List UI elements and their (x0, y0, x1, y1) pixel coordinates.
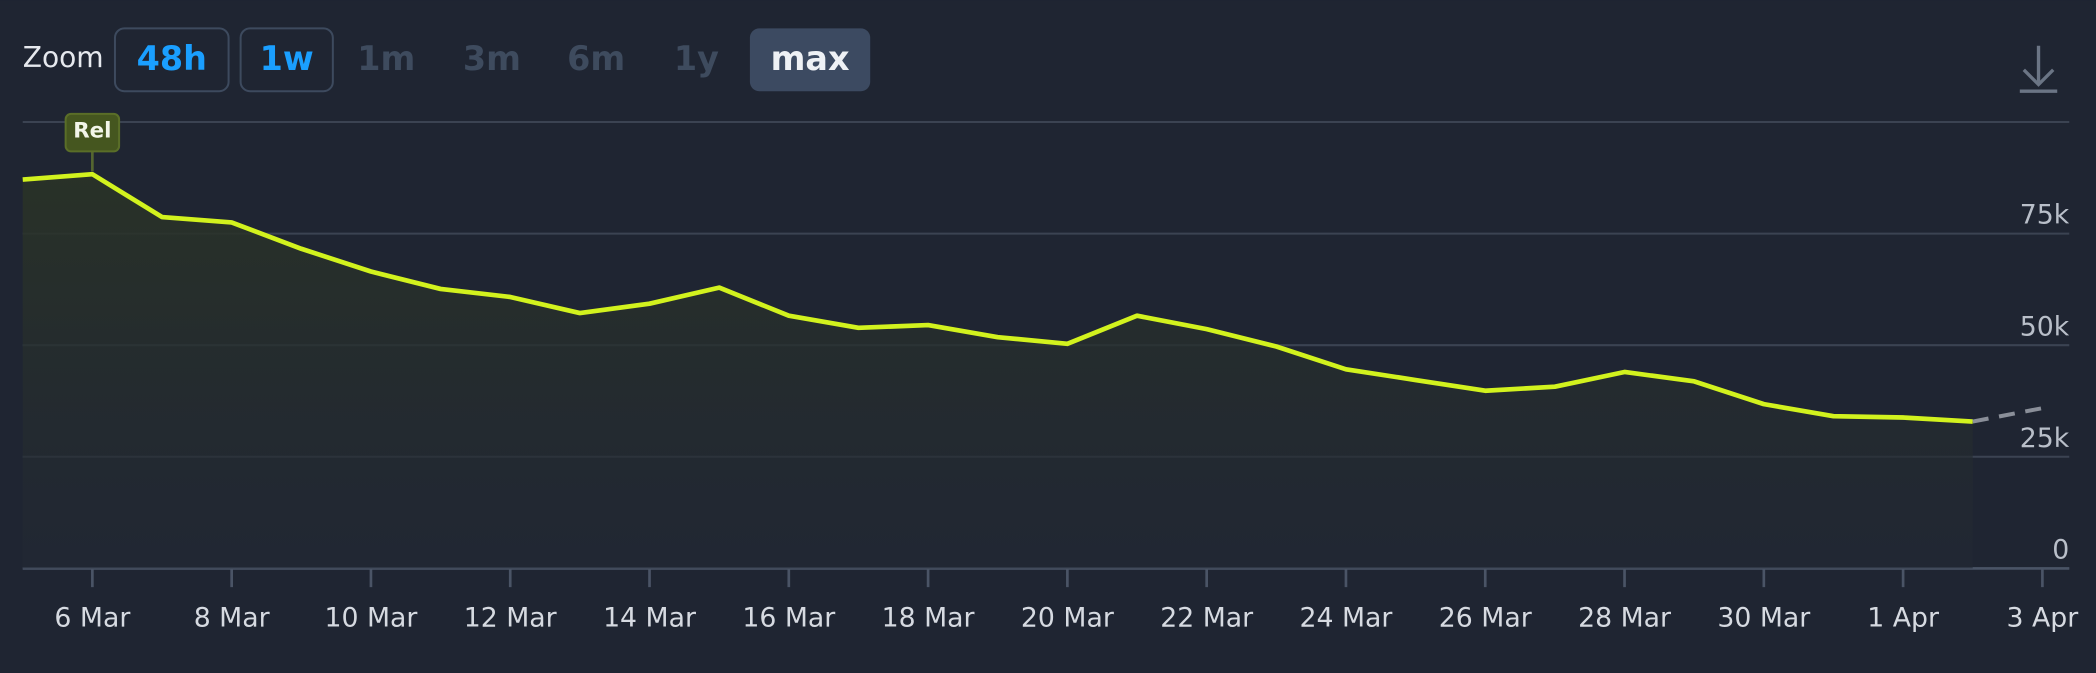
x-tick-label: 16 Mar (742, 603, 835, 634)
x-tick-label: 12 Mar (464, 603, 557, 634)
zoom-toolbar: Zoom 48h 1w 1m 3m 6m 1y max (23, 27, 871, 93)
zoom-button-label: 6m (567, 39, 625, 78)
y-tick-label: 75k (2020, 200, 2070, 231)
zoom-button[interactable]: 1m (357, 39, 415, 78)
area (22, 174, 1973, 569)
zoom-button[interactable]: 3m (463, 39, 521, 78)
zoom-button[interactable]: 6m (567, 39, 625, 78)
zoom-button-label: 1y (674, 39, 719, 78)
zoom-button-label: 1m (357, 39, 415, 78)
x-tick-label: 28 Mar (1578, 603, 1671, 634)
x-tick-label: 14 Mar (603, 603, 696, 634)
zoom-button[interactable]: 1y (674, 39, 719, 78)
annotation: Rel (64, 112, 121, 172)
projection-line (1972, 406, 2043, 424)
zoom-button-label: 48h (137, 39, 207, 78)
annotation-box (64, 112, 121, 153)
x-tick-label: 10 Mar (324, 603, 417, 634)
x-tick-label: 22 Mar (1160, 603, 1253, 634)
y-tick-label: 50k (2020, 311, 2070, 342)
zoom-label: Zoom (23, 41, 104, 74)
zoom-button-label: 1w (260, 39, 314, 78)
y-tick-label: 0 (2052, 535, 2069, 566)
zoom-button-frame (239, 27, 334, 93)
x-tick-label: 6 Mar (54, 603, 130, 634)
zoom-button[interactable]: max (749, 28, 871, 92)
download-icon[interactable] (2019, 45, 2058, 93)
zoom-button[interactable]: 48h (113, 27, 230, 93)
y-tick-label: 25k (2020, 423, 2070, 454)
x-tick-label: 26 Mar (1439, 603, 1532, 634)
x-tick-label: 20 Mar (1021, 603, 1114, 634)
zoom-button-label: max (771, 39, 850, 78)
zoom-button-label: 3m (463, 39, 521, 78)
x-tick-label: 3 Apr (2007, 603, 2079, 634)
x-tick-label: 1 Apr (1867, 603, 1939, 634)
x-tick-label: 24 Mar (1300, 603, 1393, 634)
zoom-button-frame (113, 27, 230, 93)
x-tick-label: 8 Mar (194, 603, 270, 634)
x-tick-label: 18 Mar (882, 603, 975, 634)
zoom-button[interactable]: 1w (239, 27, 334, 93)
annotation-label: Rel (73, 118, 111, 143)
x-tick-label: 30 Mar (1717, 603, 1810, 634)
zoom-button-bg (749, 28, 871, 92)
line (22, 171, 1973, 424)
